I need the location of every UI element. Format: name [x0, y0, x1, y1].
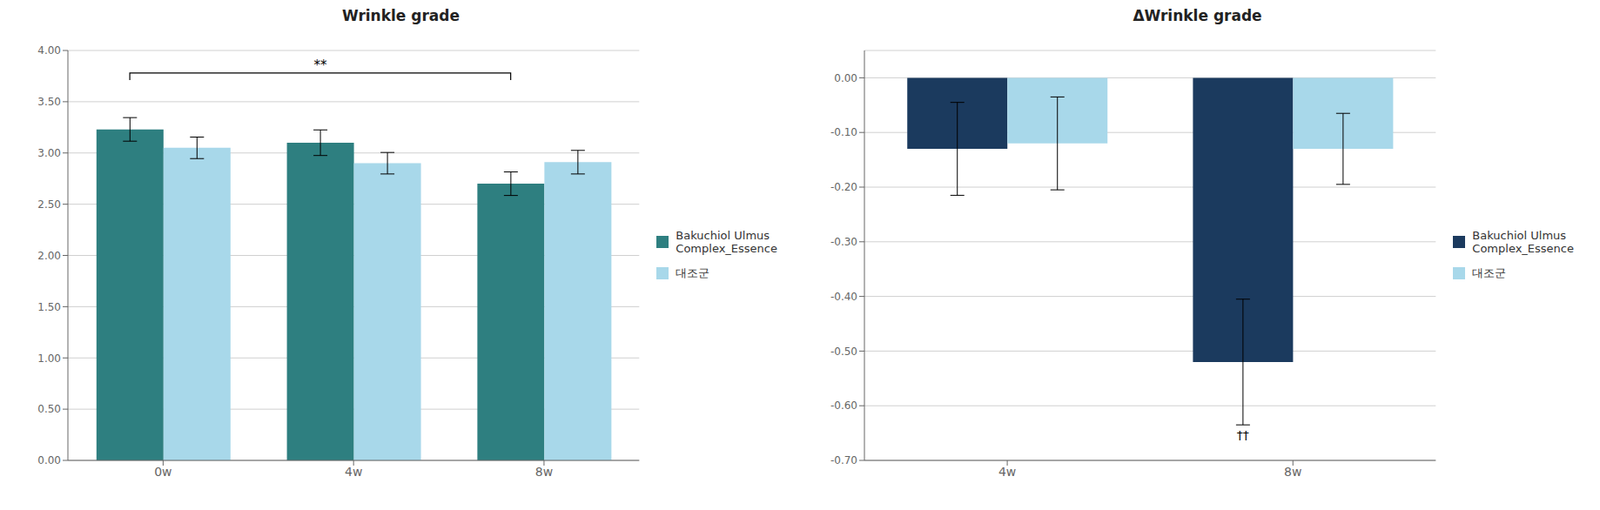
- svg-text:4w: 4w: [344, 464, 363, 479]
- svg-text:2.50: 2.50: [37, 198, 61, 211]
- svg-text:-0.40: -0.40: [830, 290, 858, 303]
- svg-text:-0.20: -0.20: [830, 181, 858, 194]
- svg-text:2.00: 2.00: [37, 249, 61, 263]
- svg-text:1.00: 1.00: [37, 352, 61, 365]
- svg-text:0.00: 0.00: [37, 454, 61, 467]
- svg-text:**: **: [313, 57, 328, 74]
- svg-text:-0.30: -0.30: [830, 235, 858, 249]
- svg-text:3.50: 3.50: [37, 95, 61, 108]
- svg-text:8w: 8w: [535, 464, 553, 479]
- svg-text:3.00: 3.00: [37, 147, 61, 160]
- svg-text:4.00: 4.00: [37, 44, 61, 57]
- svg-text:0w: 0w: [154, 464, 172, 479]
- svg-text:-0.10: -0.10: [830, 126, 858, 139]
- svg-text:-0.70: -0.70: [830, 454, 858, 467]
- svg-text:8w: 8w: [1284, 464, 1302, 479]
- svg-text:4w: 4w: [998, 464, 1016, 479]
- svg-text:-0.60: -0.60: [830, 399, 858, 412]
- svg-text:0.50: 0.50: [37, 403, 61, 416]
- svg-text:1.50: 1.50: [37, 301, 61, 314]
- html-text:ΔWrinkle grade: ΔWrinkle grade: [1132, 6, 1262, 25]
- svg-text:††: ††: [1236, 428, 1250, 443]
- svg-text:-0.50: -0.50: [830, 345, 858, 358]
- html-text:Bakuchiol Ulmus Complex_Essenc: Bakuchiol Ulmus Complex_Essence: [675, 228, 778, 256]
- html-text:Wrinkle grade: Wrinkle grade: [342, 6, 460, 25]
- html-text:대조군: 대조군: [675, 266, 710, 280]
- html-text:Bakuchiol Ulmus Complex_Essenc: Bakuchiol Ulmus Complex_Essence: [1472, 228, 1574, 256]
- html-text:대조군: 대조군: [1472, 266, 1507, 280]
- svg-text:0.00: 0.00: [833, 72, 858, 85]
